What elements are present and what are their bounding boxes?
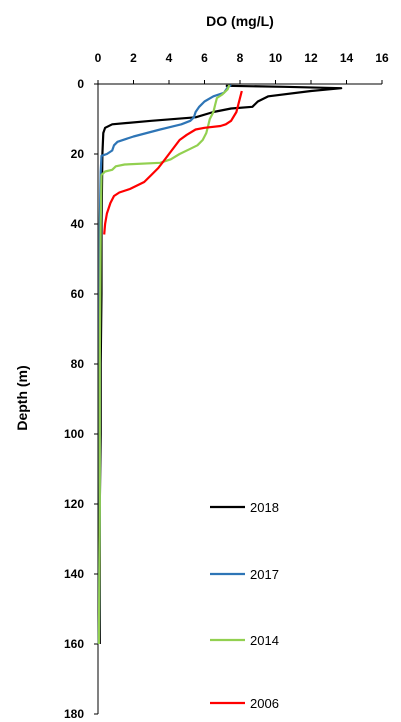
x-tick-label: 6 — [201, 51, 208, 65]
legend: 2018 2017 2014 2006 — [210, 500, 279, 711]
y-tick-label: 80 — [71, 357, 85, 371]
x-tick-label: 0 — [95, 51, 102, 65]
y-tick-label: 100 — [64, 427, 84, 441]
x-tick-label: 10 — [269, 51, 283, 65]
y-tick-label: 140 — [64, 567, 84, 581]
y-axis-title: Depth (m) — [14, 365, 30, 430]
y-tick-label: 0 — [77, 77, 84, 91]
x-tick-label: 16 — [375, 51, 389, 65]
x-tick-label: 4 — [166, 51, 173, 65]
y-tick-label: 120 — [64, 497, 84, 511]
x-tick-label: 12 — [304, 51, 318, 65]
y-tick-label: 20 — [71, 147, 85, 161]
x-tick-label: 2 — [130, 51, 137, 65]
y-tick-label: 160 — [64, 637, 84, 651]
y-tick-label: 180 — [64, 707, 84, 721]
y-tick-label: 40 — [71, 217, 85, 231]
series-line-2014 — [97, 84, 231, 645]
series-line-2006 — [103, 90, 243, 235]
x-tick-label: 14 — [340, 51, 354, 65]
series-line-2018 — [98, 84, 343, 644]
y-tick-label: 60 — [71, 287, 85, 301]
x-tick-label: 8 — [237, 51, 244, 65]
legend-label-2014: 2014 — [250, 633, 279, 648]
legend-label-2006: 2006 — [250, 696, 279, 711]
legend-label-2018: 2018 — [250, 500, 279, 515]
chart-title: DO (mg/L) — [206, 13, 274, 29]
series-line-2017 — [97, 84, 232, 645]
legend-label-2017: 2017 — [250, 567, 279, 582]
series-layer — [97, 84, 343, 645]
